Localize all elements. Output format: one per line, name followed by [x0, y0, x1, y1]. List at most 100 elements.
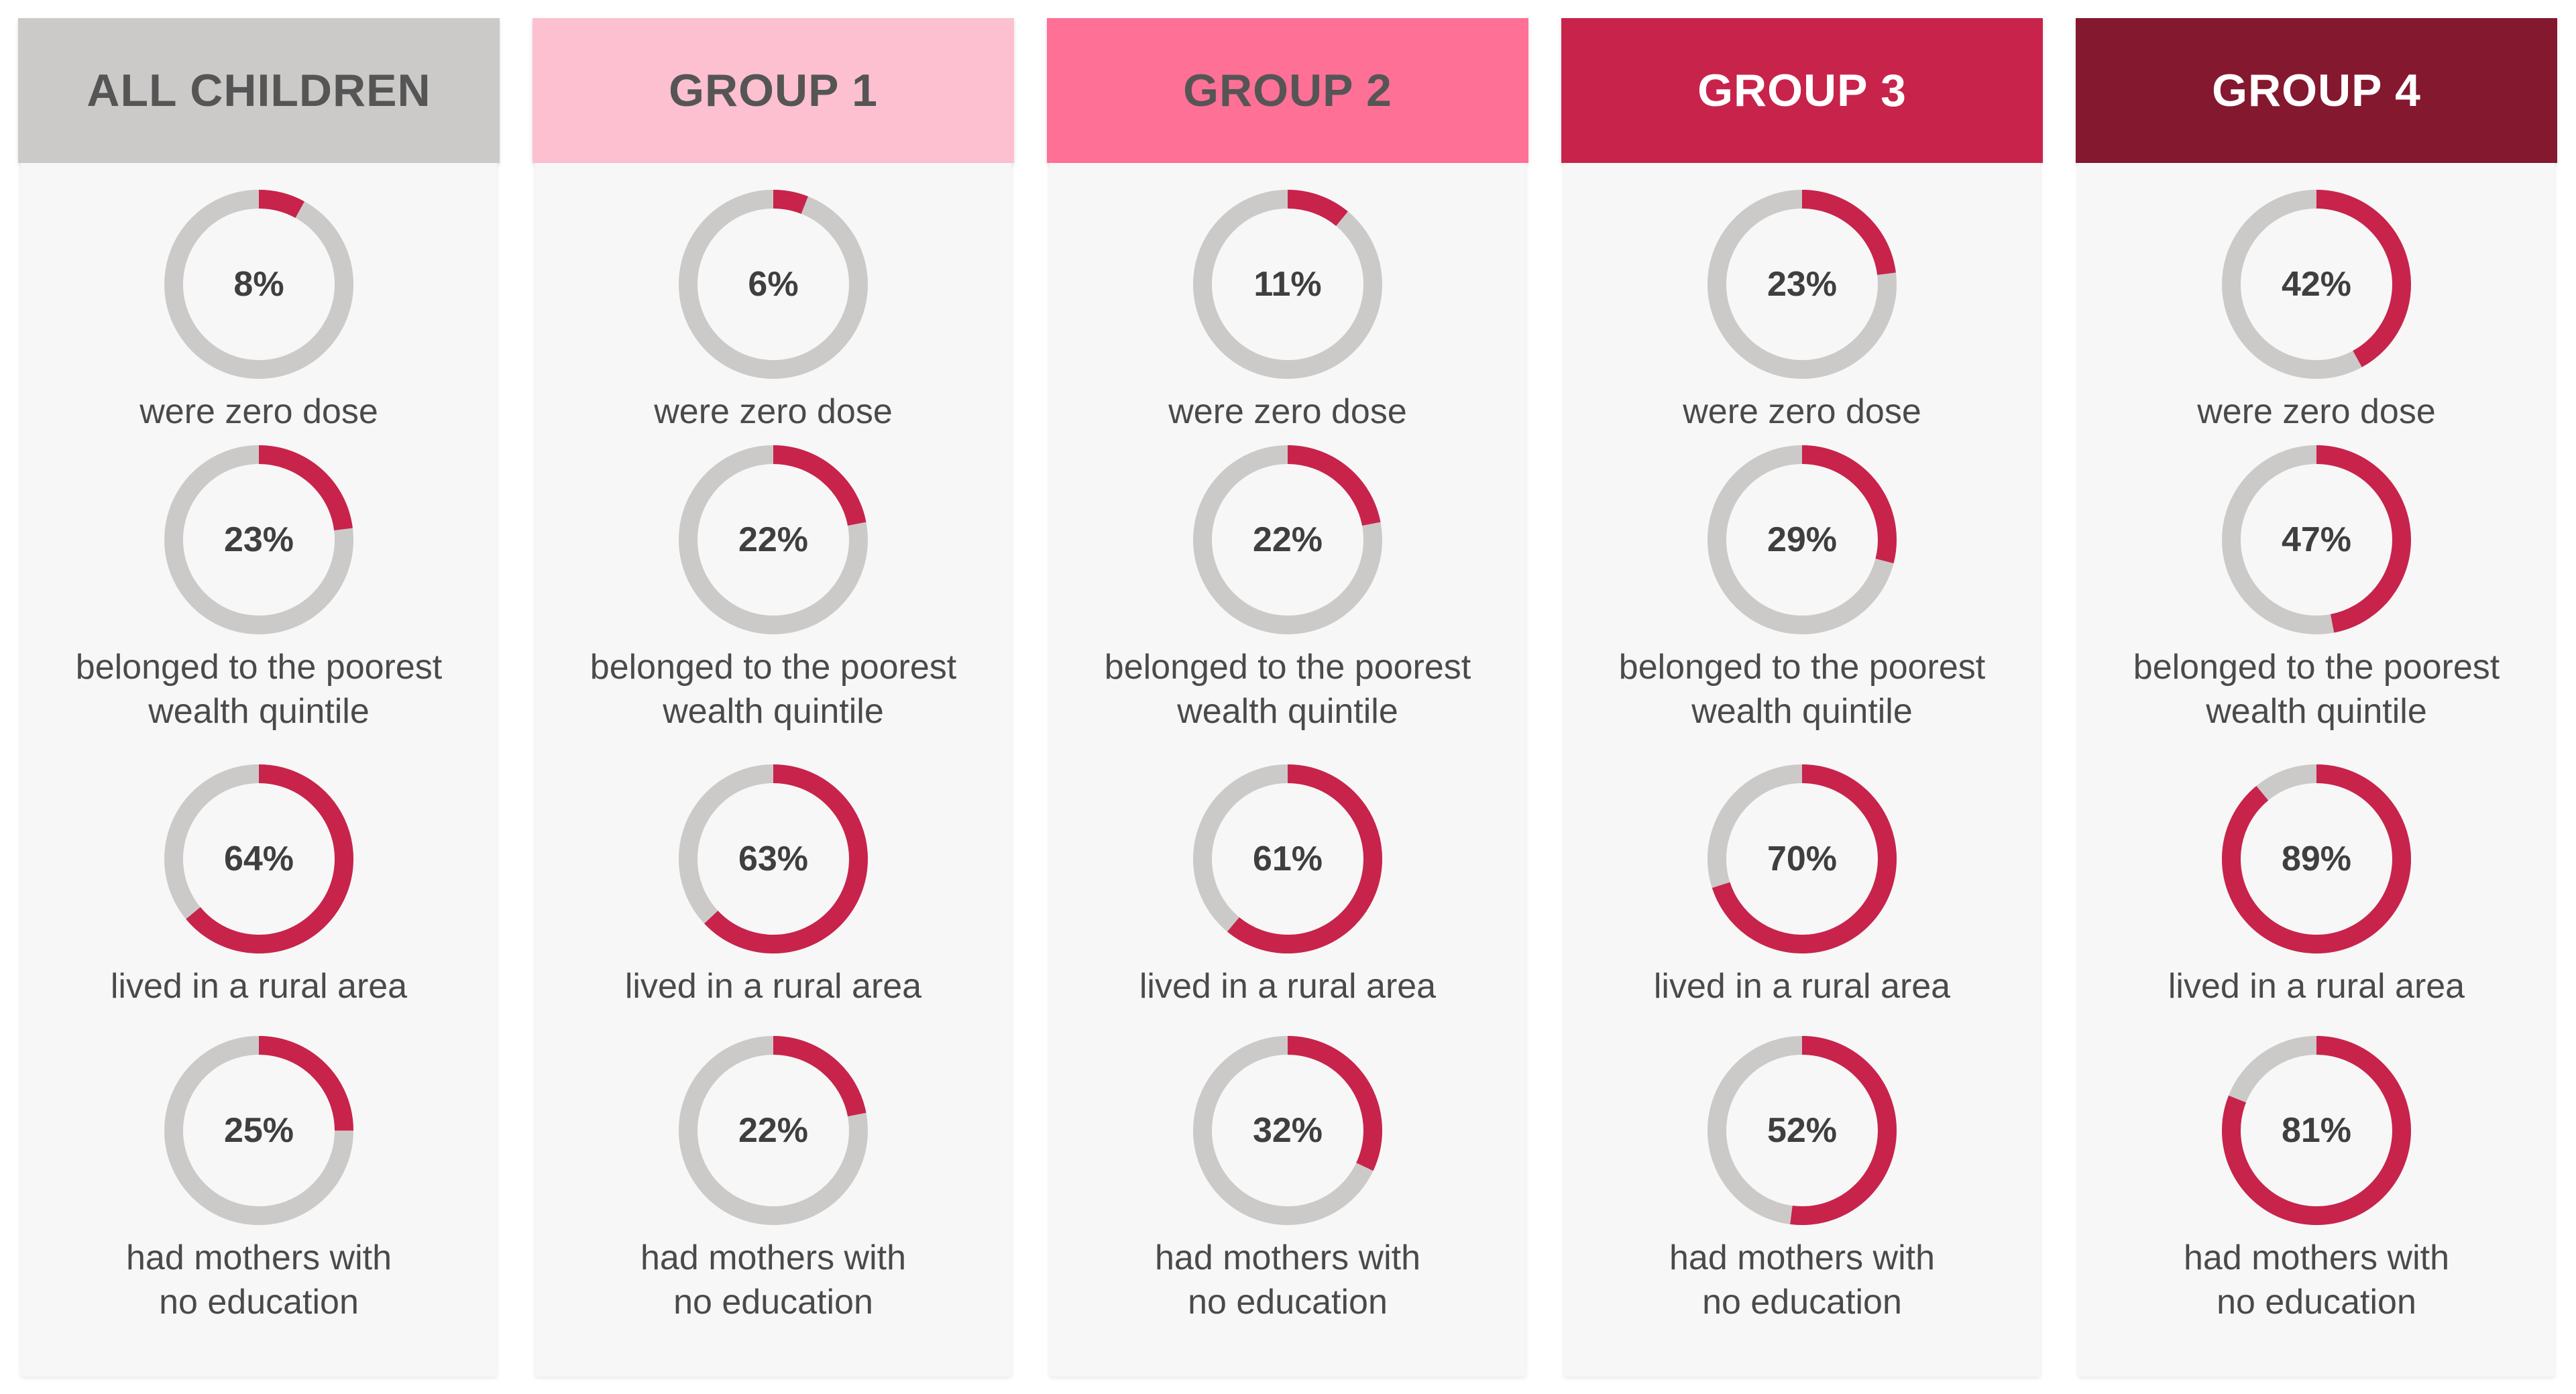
metric-caption: belonged to the poorest wealth quintile [18, 645, 500, 734]
column-header: GROUP 4 [2076, 18, 2557, 163]
donut-segment [1193, 190, 1382, 379]
metric-caption-line: were zero dose [139, 392, 378, 431]
metric-caption-line: belonged to the poorest [1618, 648, 1986, 687]
metric-caption-line: lived in a rural area [2168, 967, 2465, 1006]
donut-value-label: 23% [1767, 265, 1838, 304]
donut-svg [679, 1036, 868, 1225]
metric-caption: were zero dose [18, 390, 500, 434]
metric-caption: belonged to the poorest wealth quintile [2076, 645, 2557, 734]
metric-caption: had mothers with no education [1047, 1236, 1528, 1324]
metric-caption: lived in a rural area [1047, 964, 1528, 1008]
donut-value-label: 64% [223, 839, 294, 878]
metric-caption-line: wealth quintile [2206, 692, 2427, 731]
donut-segment [679, 190, 868, 379]
metric-caption: had mothers with no education [533, 1236, 1014, 1324]
donut-value-label: 42% [2281, 265, 2352, 304]
donut-chart: 22% [679, 1036, 868, 1225]
donut-value-label: 32% [1252, 1111, 1323, 1150]
metric-caption-line: had mothers with [640, 1238, 906, 1277]
donut-value-label: 22% [738, 1111, 809, 1150]
donut-segment [164, 764, 353, 953]
metric-caption-line: wealth quintile [1177, 692, 1398, 731]
donut-svg [164, 445, 353, 634]
donut-segment [164, 445, 353, 634]
donut-svg [1707, 190, 1897, 379]
donut-value-label: 25% [223, 1111, 294, 1150]
metric-caption: were zero dose [2076, 390, 2557, 434]
metric-caption: were zero dose [533, 390, 1014, 434]
donut-svg [679, 190, 868, 379]
donut-segment [679, 445, 868, 634]
donut-chart: 81% [2222, 1036, 2411, 1225]
donut-chart: 11% [1193, 190, 1382, 379]
donut-value-label: 29% [1767, 520, 1838, 559]
metric-caption: belonged to the poorest wealth quintile [533, 645, 1014, 734]
donut-svg [164, 190, 353, 379]
column-all-children: ALL CHILDREN 8% were zero dose 23% belonged … [18, 18, 500, 1377]
metric-caption-line: belonged to the poorest [2133, 648, 2500, 687]
metric-caption-line: were zero dose [1168, 392, 1407, 431]
donut-svg [2222, 445, 2411, 634]
donut-segment [2222, 1036, 2411, 1225]
donut-svg [2222, 764, 2411, 953]
donut-chart: 32% [1193, 1036, 1382, 1225]
donut-chart: 29% [1707, 445, 1897, 634]
metric-caption: had mothers with no education [2076, 1236, 2557, 1324]
donut-value-label: 89% [2281, 839, 2352, 878]
donut-segment [679, 764, 868, 953]
metric-caption-line: were zero dose [2197, 392, 2436, 431]
donut-segment [679, 1036, 868, 1225]
metric-caption: lived in a rural area [533, 964, 1014, 1008]
donut-svg [1193, 190, 1382, 379]
donut-svg [164, 764, 353, 953]
donut-svg [1707, 764, 1897, 953]
metric-caption: had mothers with no education [18, 1236, 500, 1324]
column-header: GROUP 1 [533, 18, 1014, 163]
column-group-3: GROUP 3 23% were zero dose 29% belonged to t… [1561, 18, 2043, 1377]
metric-caption-line: lived in a rural area [1653, 967, 1951, 1006]
donut-svg [2222, 190, 2411, 379]
column-group-4: GROUP 4 42% were zero dose 47% belonged to t… [2076, 18, 2557, 1377]
metric-caption-line: were zero dose [654, 392, 893, 431]
donut-chart: 52% [1707, 1036, 1897, 1225]
donut-chart: 23% [164, 445, 353, 634]
donut-svg [1193, 764, 1382, 953]
donut-value-label: 63% [738, 839, 809, 878]
metric-caption-line: had mothers with [1669, 1238, 1935, 1277]
metric-caption: had mothers with no education [1561, 1236, 2043, 1324]
donut-chart: 6% [679, 190, 868, 379]
donut-value-label: 11% [1253, 265, 1322, 304]
donut-segment [1707, 445, 1897, 634]
column-header: ALL CHILDREN [18, 18, 500, 163]
metric-caption-line: belonged to the poorest [75, 648, 443, 687]
donut-value-label: 47% [2281, 520, 2352, 559]
donut-chart: 8% [164, 190, 353, 379]
metric-caption-line: wealth quintile [663, 692, 884, 731]
metric-caption-line: no education [1702, 1283, 1902, 1322]
metric-caption-line: belonged to the poorest [590, 648, 957, 687]
metric-caption-line: no education [159, 1283, 359, 1322]
metric-caption: lived in a rural area [2076, 964, 2557, 1008]
donut-value-label: 8% [233, 265, 284, 304]
metric-caption: lived in a rural area [18, 964, 500, 1008]
metric-caption: were zero dose [1561, 390, 2043, 434]
metric-caption: belonged to the poorest wealth quintile [1561, 645, 2043, 734]
donut-svg [1707, 445, 1897, 634]
donut-svg [164, 1036, 353, 1225]
donut-chart: 42% [2222, 190, 2411, 379]
metric-caption: belonged to the poorest wealth quintile [1047, 645, 1528, 734]
metric-caption-line: no education [673, 1283, 873, 1322]
donut-segment [1707, 764, 1897, 953]
metric-caption-line: lived in a rural area [624, 967, 922, 1006]
column-group-2: GROUP 2 11% were zero dose 22% belonged to t… [1047, 18, 1528, 1377]
donut-svg [2222, 1036, 2411, 1225]
donut-value-label: 22% [738, 520, 809, 559]
metric-caption-line: had mothers with [126, 1238, 392, 1277]
donut-chart: 64% [164, 764, 353, 953]
donut-value-label: 70% [1767, 839, 1838, 878]
donut-segment [1193, 764, 1382, 953]
donut-segment [1707, 190, 1897, 379]
donut-value-label: 6% [748, 265, 799, 304]
donut-chart: 61% [1193, 764, 1382, 953]
metric-caption-line: had mothers with [1155, 1238, 1420, 1277]
